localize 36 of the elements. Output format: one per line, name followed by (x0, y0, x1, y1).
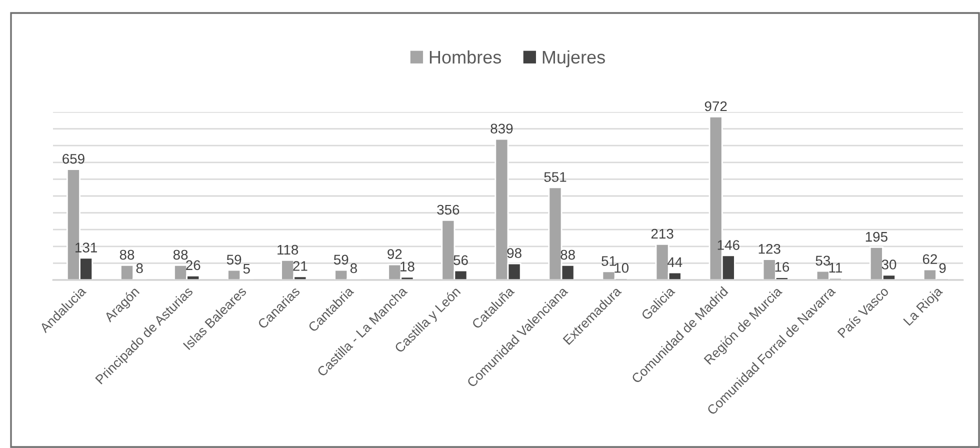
data-label: 213 (651, 228, 674, 239)
data-label: 44 (667, 257, 682, 267)
data-label: 18 (400, 262, 414, 272)
data-label: 56 (454, 255, 468, 266)
data-label: 123 (758, 244, 780, 254)
data-label: 21 (293, 261, 308, 271)
data-label: 53 (816, 256, 830, 266)
legend-label: Hombres (430, 50, 502, 64)
legend-label: Mujeres (542, 50, 605, 68)
data-label: 88 (560, 250, 575, 260)
data-label: 26 (186, 260, 200, 270)
data-label: 9 (939, 263, 946, 273)
data-label: 131 (76, 242, 97, 252)
data-label: 356 (437, 204, 460, 215)
data-label: 51 (602, 256, 616, 266)
data-label: 195 (866, 232, 888, 242)
data-label: 839 (490, 124, 513, 134)
data-label: 92 (388, 249, 402, 260)
data-label: 8 (136, 263, 143, 274)
data-label: 5 (243, 264, 250, 274)
data-label: 59 (334, 254, 348, 265)
data-label: 62 (922, 254, 937, 264)
data-label: 59 (226, 254, 242, 265)
data-label: 659 (62, 154, 84, 164)
data-label: 30 (882, 260, 896, 270)
data-label: 972 (704, 101, 727, 112)
data-label: 10 (614, 262, 629, 273)
data-label: 98 (507, 248, 522, 258)
data-label: 88 (173, 250, 188, 260)
data-label: 88 (120, 250, 134, 260)
data-label: 551 (544, 172, 566, 182)
data-label: 16 (775, 262, 790, 272)
data-label: 11 (829, 262, 842, 272)
data-label: 146 (718, 240, 740, 250)
data-label: 118 (278, 244, 298, 255)
data-label: 8 (350, 263, 357, 274)
